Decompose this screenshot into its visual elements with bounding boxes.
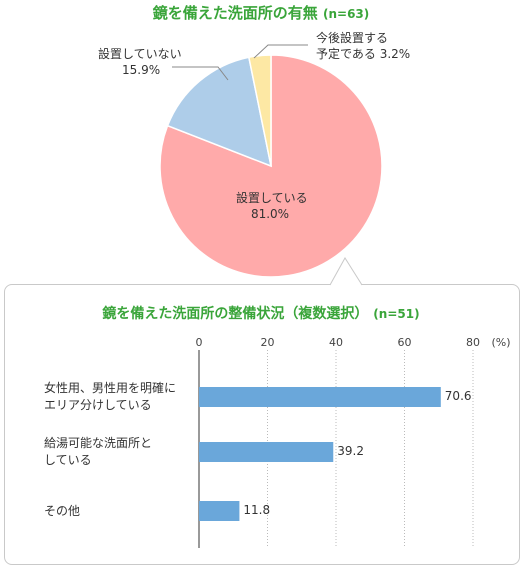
pie-label-planned-line2: 予定である (316, 47, 376, 61)
x-tick-label: 40 (329, 336, 343, 349)
x-tick-label: 80 (466, 336, 480, 349)
bar-category-label: その他 (44, 503, 80, 520)
pie-label-planned-line1: 今後設置する (316, 31, 389, 45)
bar-n-label: (n=51) (373, 307, 420, 321)
pie-label-not-installed-value: 15.9% (122, 63, 161, 77)
x-tick-label: 0 (195, 336, 203, 349)
pie-label-installed-value: 81.0% (250, 207, 290, 221)
pie-label-installed: 設置している 81.0% (236, 190, 308, 222)
category-line: エリア分けしている (44, 398, 152, 412)
pie-label-not-installed: 設置していない 15.9% (98, 46, 182, 78)
x-axis-unit: (%) (491, 336, 511, 349)
bar-category-label: 女性用、男性用を明確に エリア分けしている (44, 380, 176, 414)
pie-chart-title: 鏡を備えた洗面所の有無 (n=63) (0, 2, 522, 23)
x-tick-label: 60 (397, 336, 412, 349)
pie-slice-planned (247, 54, 272, 167)
pie-n-label: (n=63) (322, 7, 370, 21)
bar-value-label: 11.8 (243, 503, 271, 517)
bar-value-label: 70.6 (444, 389, 472, 403)
leader-line-planned (253, 44, 308, 59)
bar (199, 442, 334, 462)
category-line: している (44, 453, 92, 467)
x-tick-label: 20 (260, 336, 275, 349)
category-line: 女性用、男性用を明確に (44, 381, 177, 395)
pie-title-text: 鏡を備えた洗面所の有無 (152, 4, 318, 22)
bar-value-label: 39.2 (337, 444, 364, 458)
pie-slice-not-installed (166, 56, 273, 168)
category-line: その他 (44, 504, 81, 518)
bar-chart-panel (4, 284, 520, 565)
pie-label-planned: 今後設置する 予定である 3.2% (316, 30, 410, 62)
leader-line-not-installed (172, 66, 229, 81)
pie-label-installed-text: 設置している (236, 191, 308, 205)
bar-title-text: 鏡を備えた洗面所の整備状況（複数選択） (102, 306, 369, 322)
pie-label-not-installed-text: 設置していない (98, 47, 182, 61)
bar-category-label: 給湯可能な洗面所と している (44, 435, 152, 469)
bar-chart-title: 鏡を備えた洗面所の整備状況（複数選択） (n=51) (0, 303, 522, 323)
category-line: 給湯可能な洗面所と (44, 436, 153, 450)
bar (199, 387, 441, 407)
bar (199, 501, 240, 521)
pie-label-planned-value: 3.2% (379, 47, 411, 61)
